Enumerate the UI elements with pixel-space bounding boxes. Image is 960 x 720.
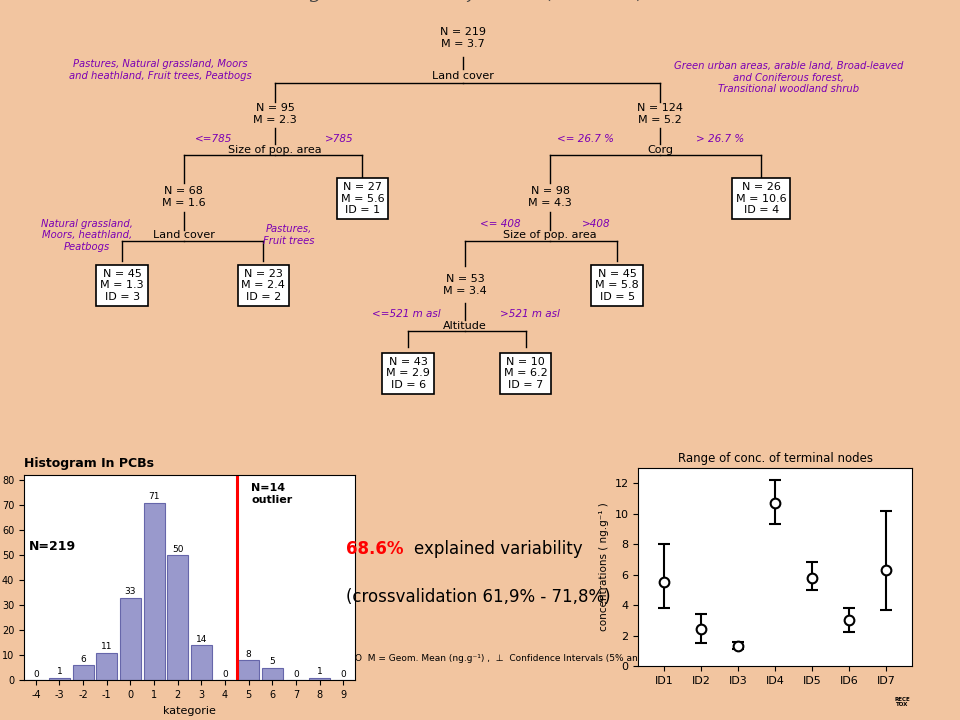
Bar [262,668,283,680]
Text: Size of pop. area: Size of pop. area [228,145,322,155]
Text: N = 10
M = 6.2
ID = 7: N = 10 M = 6.2 ID = 7 [504,356,547,390]
X-axis label: kategorie: kategorie [163,706,216,716]
Text: 71: 71 [149,492,160,501]
Text: O  M = Geom. Mean (ng.g⁻¹) ,  ⊥  Confidence Intervals (5% and 95%): O M = Geom. Mean (ng.g⁻¹) , ⊥ Confidence… [355,654,670,663]
Text: Green urban areas, arable land, Broad-leaved
and Coniferous forest,
Transitional: Green urban areas, arable land, Broad-le… [674,61,903,94]
Text: <= 26.7 %: <= 26.7 % [557,134,613,143]
Text: 5: 5 [270,657,276,667]
Text: 8: 8 [246,650,252,659]
Text: RECE
TOX: RECE TOX [895,697,910,707]
Text: Regression tree of PCBs (n = 219): Regression tree of PCBs (n = 219) [281,0,645,2]
Text: 1: 1 [57,667,62,676]
Bar [96,653,117,680]
Bar [120,598,141,680]
Bar [73,665,93,680]
Text: 68.6%: 68.6% [346,540,403,558]
Text: 0: 0 [293,670,299,679]
Text: Altitude: Altitude [444,320,487,330]
Bar [191,645,212,680]
Text: N = 98
M = 4.3: N = 98 M = 4.3 [528,186,572,208]
Text: > 26.7 %: > 26.7 % [696,134,744,143]
Text: N = 23
M = 2.4
ID = 2: N = 23 M = 2.4 ID = 2 [241,269,285,302]
Text: 6: 6 [81,655,86,664]
Text: N=219: N=219 [29,540,76,553]
Text: Natural grassland,
Moors, heathland,
Peatbogs: Natural grassland, Moors, heathland, Pea… [41,219,133,252]
Text: <=785: <=785 [195,134,232,143]
Text: Pastures, Natural grassland, Moors
and heathland, Fruit trees, Peatbogs: Pastures, Natural grassland, Moors and h… [69,59,252,81]
Text: N = 95
M = 2.3: N = 95 M = 2.3 [253,104,298,125]
Text: <=521 m asl: <=521 m asl [372,310,441,320]
Text: N=14
outlier: N=14 outlier [252,483,293,505]
Text: N = 27
M = 5.6
ID = 1: N = 27 M = 5.6 ID = 1 [341,182,384,215]
Text: Land cover: Land cover [432,71,494,81]
Text: 50: 50 [172,545,183,554]
Text: >408: >408 [582,219,611,229]
Bar [238,660,259,680]
Text: 0: 0 [222,670,228,679]
Text: N = 124
M = 5.2: N = 124 M = 5.2 [637,104,684,125]
Text: >521 m asl: >521 m asl [500,310,560,320]
Text: N = 53
M = 3.4: N = 53 M = 3.4 [444,274,487,296]
Y-axis label: concentrations ( ng.g⁻¹ ): concentrations ( ng.g⁻¹ ) [599,503,609,631]
Text: N = 45
M = 5.8
ID = 5: N = 45 M = 5.8 ID = 5 [595,269,639,302]
Text: <= 408: <= 408 [480,219,520,229]
Text: 33: 33 [125,588,136,596]
Text: N = 219
M = 3.7: N = 219 M = 3.7 [441,27,486,49]
Text: >785: >785 [325,134,353,143]
Text: Size of pop. area: Size of pop. area [503,230,597,240]
Bar [144,503,164,680]
Text: 11: 11 [101,642,112,652]
Text: N = 45
M = 1.3
ID = 3: N = 45 M = 1.3 ID = 3 [101,269,144,302]
Text: 14: 14 [196,635,207,644]
Text: N = 68
M = 1.6: N = 68 M = 1.6 [162,186,205,208]
Bar [167,555,188,680]
Text: Pastures,
Fruit trees: Pastures, Fruit trees [263,225,315,246]
Bar [49,678,70,680]
Bar [309,678,330,680]
Text: N = 43
M = 2.9
ID = 6: N = 43 M = 2.9 ID = 6 [386,356,430,390]
Title: Range of conc. of terminal nodes: Range of conc. of terminal nodes [678,452,873,465]
Text: (crossvalidation 61,9% - 71,8%): (crossvalidation 61,9% - 71,8%) [346,588,611,606]
Text: Histogram In PCBs: Histogram In PCBs [24,457,154,470]
Text: explained variability: explained variability [414,540,583,558]
Text: 0: 0 [341,670,347,679]
Text: 0: 0 [33,670,38,679]
Text: Corg: Corg [647,145,673,155]
Text: 1: 1 [317,667,323,676]
Text: Land cover: Land cover [153,230,214,240]
Text: N = 26
M = 10.6
ID = 4: N = 26 M = 10.6 ID = 4 [736,182,786,215]
